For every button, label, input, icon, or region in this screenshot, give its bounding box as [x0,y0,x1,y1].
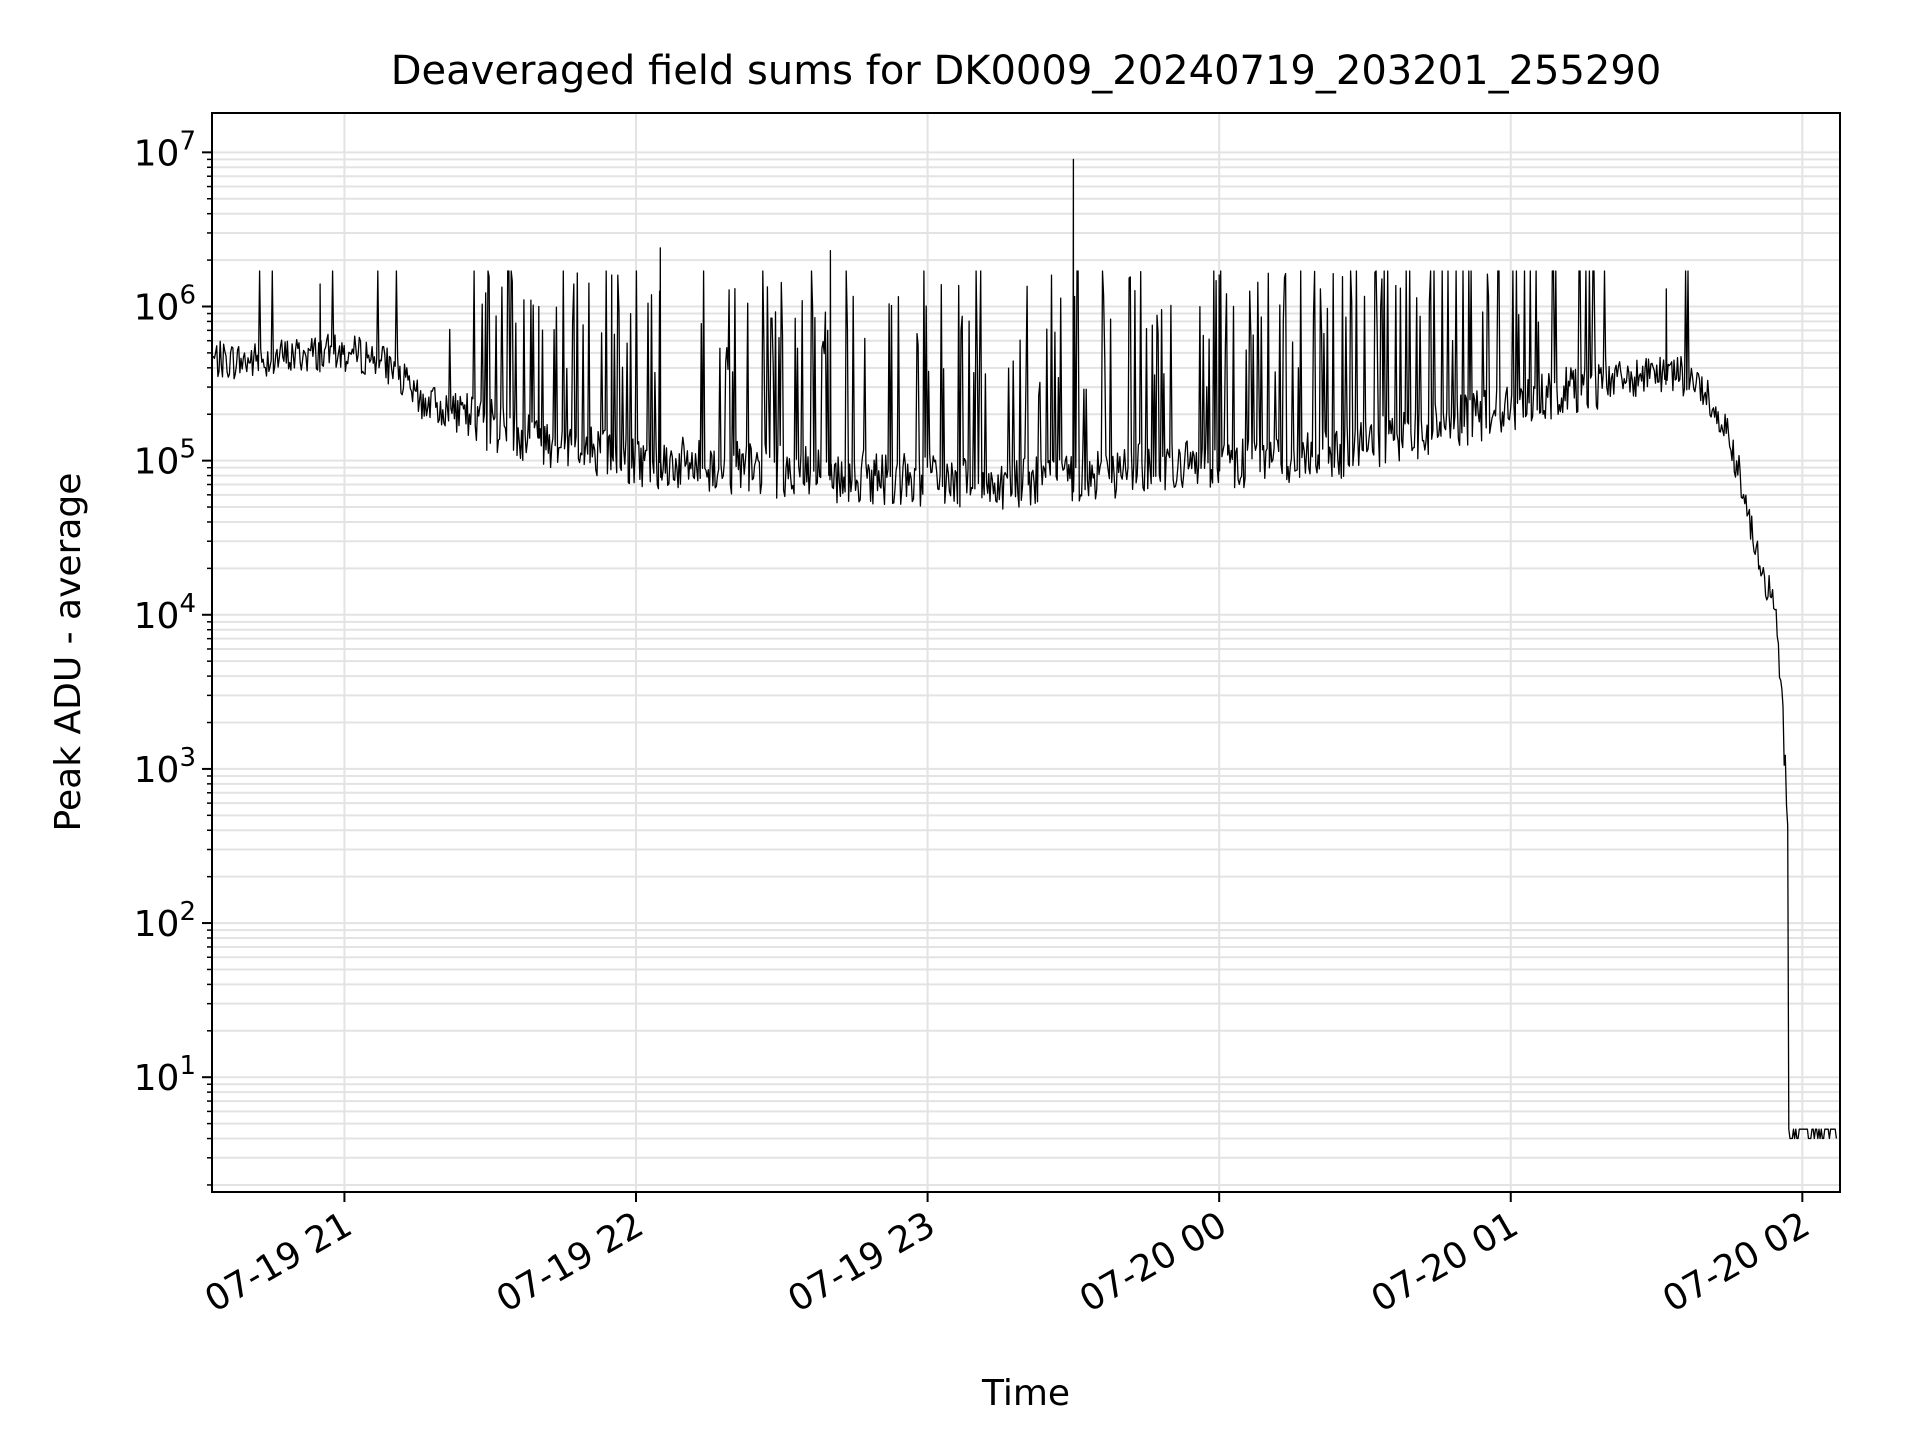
data-series [212,158,1838,1140]
y-tick-label: 101 [134,1051,196,1099]
x-axis-label: Time [981,1373,1070,1414]
y-axis: 101 102 103 104 105 106 107 [134,126,212,1186]
y-axis-label: Peak ADU - average [48,473,89,832]
y-tick-label: 102 [134,897,196,945]
y-tick-label: 106 [134,280,196,328]
series-line [212,158,1838,1140]
chart-title: Deaveraged field sums for DK0009_2024071… [391,48,1662,94]
y-tick-label: 107 [134,126,196,174]
y-tick-label: 103 [134,743,196,791]
y-tick-label: 104 [134,589,196,637]
y-tick-label: 105 [134,435,196,483]
plot-frame [211,112,1841,1193]
